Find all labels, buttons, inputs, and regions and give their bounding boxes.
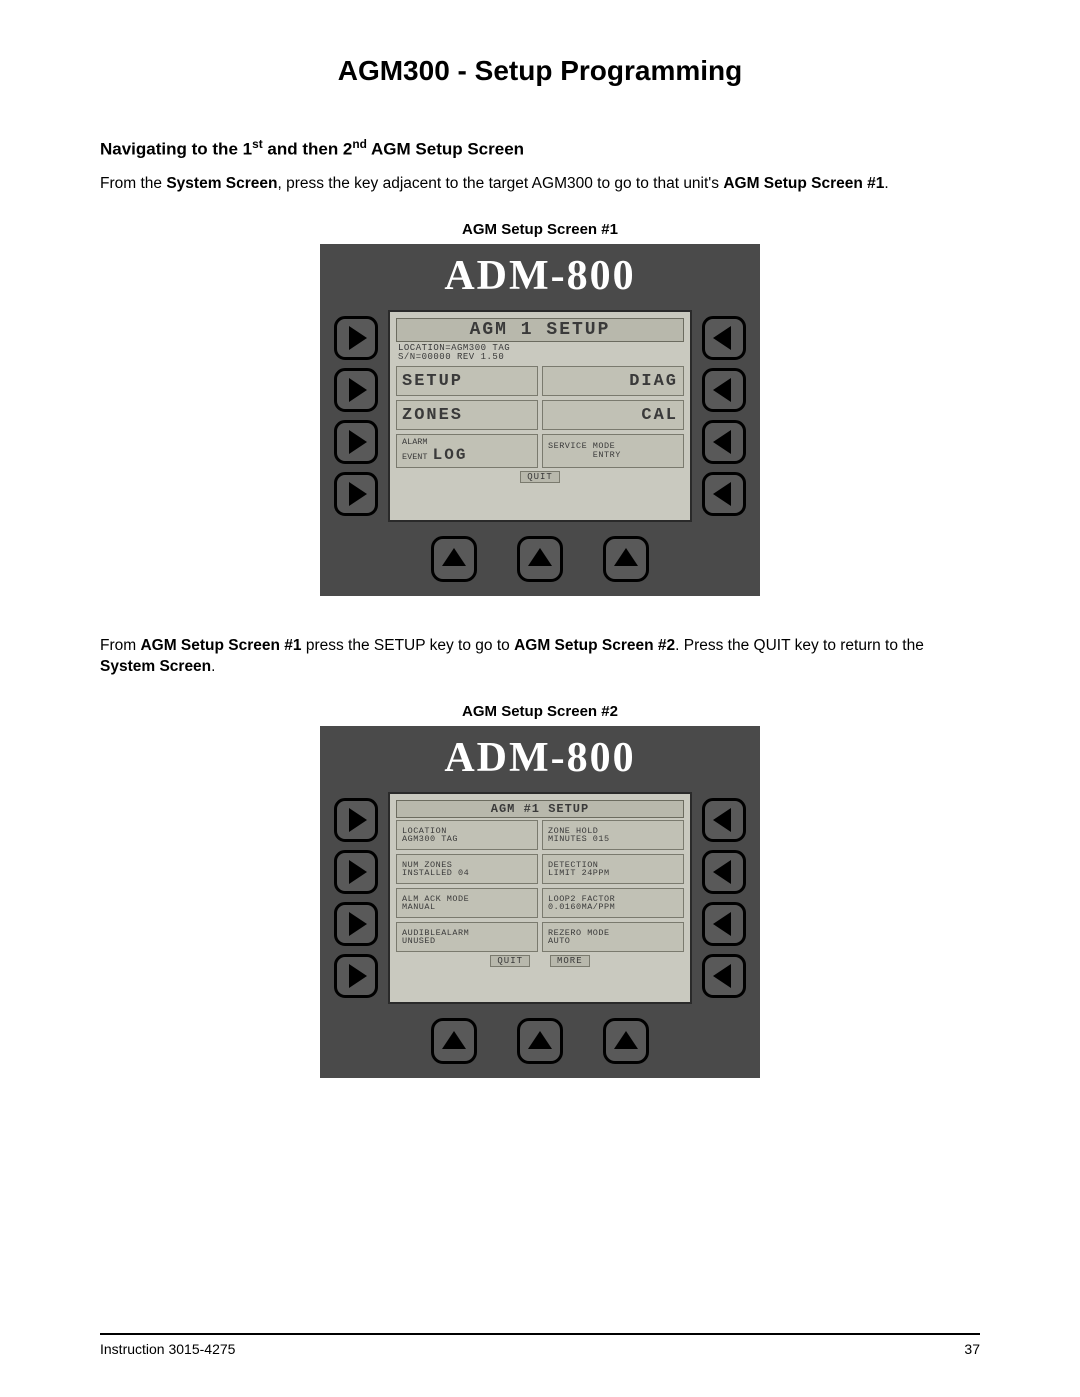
- p1-c: .: [884, 175, 888, 192]
- device1-left-buttons: [334, 310, 378, 522]
- device2-right-buttons: [702, 792, 746, 1004]
- lcd2-cell-text-0: LOCATION AGM300 TAG: [402, 827, 532, 845]
- lcd1-title: AGM 1 SETUP: [396, 318, 684, 342]
- p2-c: . Press the QUIT key to return to the: [675, 637, 924, 654]
- lcd1-setup: SETUP: [402, 372, 532, 391]
- lcd1-log-big: LOG: [433, 446, 468, 464]
- device1-lcd: AGM 1 SETUP LOCATION=AGM300 TAG S/N=0000…: [388, 310, 692, 522]
- bottom-button-3[interactable]: [603, 1018, 649, 1064]
- right-button-1[interactable]: [702, 316, 746, 360]
- right-button-3[interactable]: [702, 420, 746, 464]
- p1-b1: System Screen: [166, 175, 277, 192]
- screen1-caption: AGM Setup Screen #1: [100, 221, 980, 238]
- lcd1-cell-log: ALARM EVENT LOG: [396, 434, 538, 468]
- lcd2-cell-3: DETECTION LIMIT 24PPM: [542, 854, 684, 884]
- page-title: AGM300 - Setup Programming: [100, 55, 980, 87]
- lcd2-cell-2: NUM ZONES INSTALLED 04: [396, 854, 538, 884]
- p1-b: , press the key adjacent to the target A…: [277, 175, 723, 192]
- lcd2-cell-4: ALM ACK MODE MANUAL: [396, 888, 538, 918]
- lcd1-footer: QUIT: [396, 471, 684, 483]
- lcd2-cell-text-3: DETECTION LIMIT 24PPM: [548, 861, 678, 879]
- lcd1-log: ALARM EVENT LOG: [402, 438, 532, 464]
- left-button-4[interactable]: [334, 954, 378, 998]
- section-heading: Navigating to the 1st and then 2nd AGM S…: [100, 137, 980, 160]
- p2-b2: AGM Setup Screen #2: [514, 637, 675, 654]
- bottom-button-3[interactable]: [603, 536, 649, 582]
- page-footer: Instruction 3015-4275 37: [100, 1333, 980, 1357]
- device2-logo: ADM-800: [320, 726, 760, 792]
- lcd2-cell-text-7: REZERO MODE AUTO: [548, 929, 678, 947]
- lcd2-cell-0: LOCATION AGM300 TAG: [396, 820, 538, 850]
- left-button-4[interactable]: [334, 472, 378, 516]
- lcd1-sub: LOCATION=AGM300 TAG S/N=00000 REV 1.50: [398, 344, 682, 363]
- sect-sup2: nd: [352, 137, 367, 151]
- lcd1-svc: SERVICE MODE ENTRY: [548, 442, 678, 460]
- right-button-2[interactable]: [702, 850, 746, 894]
- device1-logo: ADM-800: [320, 244, 760, 310]
- device2-bottom-buttons: [320, 1018, 760, 1064]
- lcd1-cell-svc: SERVICE MODE ENTRY: [542, 434, 684, 468]
- footer-left: Instruction 3015-4275: [100, 1341, 235, 1357]
- p1-a: From the: [100, 175, 166, 192]
- lcd2-cell-text-6: AUDIBLEALARM UNUSED: [402, 929, 532, 947]
- lcd2-cell-text-1: ZONE HOLD MINUTES 015: [548, 827, 678, 845]
- left-button-3[interactable]: [334, 902, 378, 946]
- lcd2-cell-5: LOOP2 FACTOR 0.0160MA/PPM: [542, 888, 684, 918]
- p2-d: .: [211, 658, 215, 675]
- intro-paragraph-2: From AGM Setup Screen #1 press the SETUP…: [100, 636, 980, 678]
- sect-pre: Navigating to the 1: [100, 140, 252, 159]
- lcd2-cell-6: AUDIBLEALARM UNUSED: [396, 922, 538, 952]
- lcd1-cell-zones: ZONES: [396, 400, 538, 430]
- lcd1-cal: CAL: [548, 406, 678, 425]
- lcd1-cell-diag: DIAG: [542, 366, 684, 396]
- device-panel-1: ADM-800 AGM 1 SETUP LOCATION=AGM300 TAG …: [320, 244, 760, 596]
- sect-mid: and then 2: [263, 140, 353, 159]
- lcd1-cell-cal: CAL: [542, 400, 684, 430]
- lcd1-zones: ZONES: [402, 406, 532, 425]
- right-button-2[interactable]: [702, 368, 746, 412]
- bottom-button-2[interactable]: [517, 1018, 563, 1064]
- bottom-button-1[interactable]: [431, 1018, 477, 1064]
- lcd1-log-sm: ALARM EVENT: [402, 437, 428, 462]
- left-button-1[interactable]: [334, 316, 378, 360]
- lcd1-quit: QUIT: [520, 471, 560, 483]
- p2-b3: System Screen: [100, 658, 211, 675]
- lcd2-cell-text-4: ALM ACK MODE MANUAL: [402, 895, 532, 913]
- device1-bottom-buttons: [320, 536, 760, 582]
- device1-right-buttons: [702, 310, 746, 522]
- device2-lcd: AGM #1 SETUP LOCATION AGM300 TAG ZONE HOL…: [388, 792, 692, 1004]
- right-button-4[interactable]: [702, 954, 746, 998]
- p2-a: From: [100, 637, 140, 654]
- right-button-4[interactable]: [702, 472, 746, 516]
- right-button-1[interactable]: [702, 798, 746, 842]
- lcd2-title: AGM #1 SETUP: [396, 800, 684, 818]
- footer-pageno: 37: [964, 1341, 980, 1357]
- lcd1-cell-setup: SETUP: [396, 366, 538, 396]
- lcd2-cell-text-2: NUM ZONES INSTALLED 04: [402, 861, 532, 879]
- left-button-3[interactable]: [334, 420, 378, 464]
- left-button-2[interactable]: [334, 850, 378, 894]
- sect-post: AGM Setup Screen: [367, 140, 524, 159]
- p2-b: press the SETUP key to go to: [302, 637, 515, 654]
- left-button-1[interactable]: [334, 798, 378, 842]
- device2-left-buttons: [334, 792, 378, 1004]
- screen2-caption: AGM Setup Screen #2: [100, 703, 980, 720]
- p2-b1: AGM Setup Screen #1: [140, 637, 301, 654]
- bottom-button-1[interactable]: [431, 536, 477, 582]
- lcd2-cell-text-5: LOOP2 FACTOR 0.0160MA/PPM: [548, 895, 678, 913]
- right-button-3[interactable]: [702, 902, 746, 946]
- lcd2-cell-7: REZERO MODE AUTO: [542, 922, 684, 952]
- device-panel-2: ADM-800 AGM #1 SETUP LOCATION AGM300 TAG…: [320, 726, 760, 1078]
- bottom-button-2[interactable]: [517, 536, 563, 582]
- lcd2-footer: QUIT MORE: [396, 955, 684, 967]
- intro-paragraph-1: From the System Screen, press the key ad…: [100, 174, 980, 195]
- sect-sup1: st: [252, 137, 263, 151]
- lcd2-quit: QUIT: [490, 955, 530, 967]
- left-button-2[interactable]: [334, 368, 378, 412]
- p1-b2: AGM Setup Screen #1: [723, 175, 884, 192]
- lcd2-cell-1: ZONE HOLD MINUTES 015: [542, 820, 684, 850]
- lcd2-more: MORE: [550, 955, 590, 967]
- lcd1-diag: DIAG: [548, 372, 678, 391]
